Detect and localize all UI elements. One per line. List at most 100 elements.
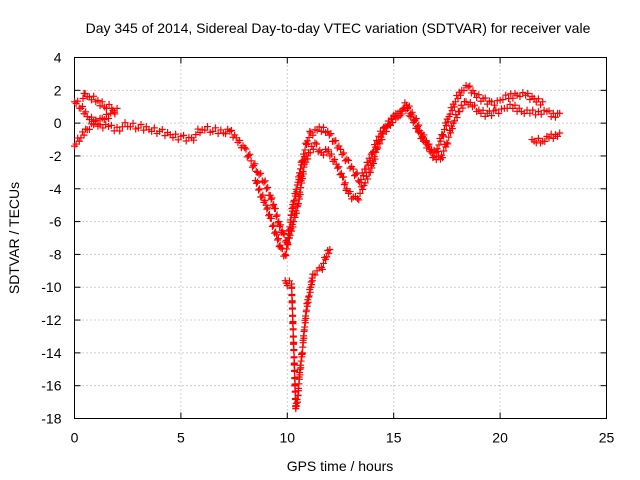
data-point [495, 109, 503, 117]
data-point [313, 140, 321, 148]
data-point [268, 194, 276, 202]
data-point [262, 185, 270, 193]
data-point [326, 245, 334, 253]
data-point [79, 95, 87, 103]
data-point [263, 205, 271, 213]
data-point [405, 102, 413, 110]
data-point [276, 221, 284, 229]
data-point [105, 114, 113, 122]
data-point [408, 108, 416, 116]
data-point [247, 157, 255, 165]
data-point [448, 107, 456, 115]
data-point [368, 164, 376, 172]
data-point [282, 252, 290, 260]
data-point [293, 209, 301, 217]
data-point [319, 259, 327, 267]
data-point [376, 140, 384, 148]
y-tick-label: 4 [54, 50, 62, 66]
data-point [440, 147, 448, 155]
data-point [158, 126, 166, 134]
data-point [75, 137, 83, 145]
data-point [394, 113, 402, 121]
data-point [302, 140, 310, 148]
data-point [281, 250, 289, 258]
data-point [309, 131, 317, 139]
data-point [471, 90, 479, 98]
data-point [481, 94, 489, 102]
data-point [306, 127, 314, 135]
data-point [291, 374, 299, 382]
data-point [448, 125, 456, 133]
data-point [209, 127, 217, 135]
data-point [325, 131, 333, 139]
data-point [279, 229, 287, 237]
data-point [420, 131, 428, 139]
data-point [305, 134, 313, 142]
data-point [148, 127, 156, 135]
data-point [331, 155, 339, 163]
data-point [134, 124, 142, 132]
data-point [414, 122, 422, 130]
data-point [551, 113, 559, 121]
data-point [319, 151, 327, 159]
data-point [344, 156, 352, 164]
data-point [236, 137, 244, 145]
data-point [273, 231, 281, 239]
data-point [334, 164, 342, 172]
data-point [297, 364, 305, 372]
data-point [227, 126, 235, 134]
data-point [317, 127, 325, 135]
data-point [311, 271, 319, 279]
data-point [301, 323, 309, 331]
data-point [324, 146, 332, 154]
data-point [289, 325, 297, 333]
data-point [222, 130, 230, 138]
data-point [289, 332, 297, 340]
data-point [289, 318, 297, 326]
data-point [283, 245, 291, 253]
data-point [355, 196, 363, 204]
data-point [411, 116, 419, 124]
data-point [340, 149, 348, 157]
data-point [80, 131, 88, 139]
data-point [269, 221, 277, 229]
data-point [298, 350, 306, 358]
data-point [301, 146, 309, 154]
data-point [475, 91, 483, 99]
data-point [110, 108, 118, 116]
data-point [290, 359, 298, 367]
data-point [469, 87, 477, 95]
data-point [490, 101, 498, 109]
data-point [437, 137, 445, 145]
data-point [85, 125, 93, 133]
data-point [346, 164, 354, 172]
data-point [291, 213, 299, 221]
data-point [273, 211, 281, 219]
y-tick-label: 0 [54, 115, 62, 131]
series-track-c [251, 98, 564, 260]
data-point [129, 119, 137, 127]
data-point [102, 110, 110, 118]
data-point [283, 282, 291, 290]
y-tick-label: -10 [41, 279, 61, 295]
data-point [340, 181, 348, 189]
data-point [332, 137, 340, 145]
data-point [357, 176, 365, 184]
x-tick-label: 25 [599, 430, 615, 446]
data-point [541, 137, 549, 145]
data-point [194, 125, 202, 133]
data-point [371, 155, 379, 163]
data-point [318, 265, 326, 273]
data-point [255, 171, 263, 179]
data-point [366, 168, 374, 176]
data-point [529, 106, 537, 114]
data-point [361, 179, 369, 187]
data-point [509, 94, 517, 102]
data-point [305, 292, 313, 300]
data-point [378, 136, 386, 144]
data-point [545, 107, 553, 115]
data-point [457, 91, 465, 99]
data-point [288, 304, 296, 312]
data-point [534, 134, 542, 142]
y-tick-label: -2 [49, 148, 62, 164]
